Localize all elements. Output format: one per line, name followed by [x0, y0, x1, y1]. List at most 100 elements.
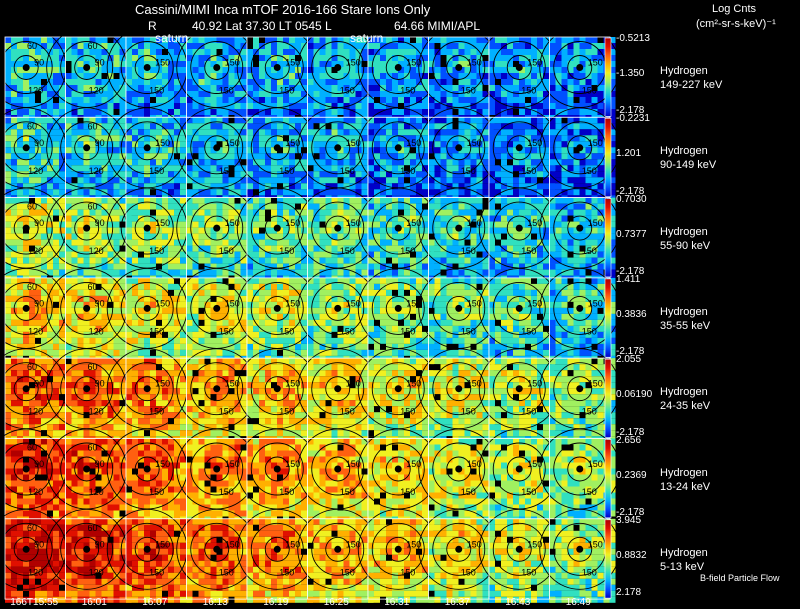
svg-text:150: 150	[346, 218, 361, 228]
cb-min: -2.178	[616, 185, 645, 197]
svg-text:150: 150	[527, 57, 542, 67]
svg-text:150: 150	[461, 85, 476, 95]
svg-text:60: 60	[27, 41, 37, 51]
svg-text:150: 150	[406, 218, 421, 228]
panel-r0-c0: 90 120 60	[0, 27, 71, 121]
svg-text:150: 150	[219, 166, 234, 176]
svg-text:150: 150	[340, 246, 355, 256]
cb-mid: 0.2369	[616, 469, 647, 481]
cb-mid: 0.3836	[616, 309, 647, 321]
svg-text:150: 150	[521, 166, 536, 176]
svg-text:150: 150	[225, 218, 240, 228]
species-label: Hydrogen	[660, 145, 708, 158]
svg-text:150: 150	[340, 166, 355, 176]
time-label: 16:25	[323, 597, 349, 608]
svg-text:150: 150	[149, 246, 164, 256]
panel-r2-c8: 150 150	[478, 187, 560, 282]
svg-text:120: 120	[28, 246, 43, 256]
units-title: Log Cnts	[712, 3, 757, 15]
colorbar-r4	[604, 358, 612, 438]
cb-max: 2.656	[616, 434, 642, 446]
panel-r1-c7: 150 150	[418, 107, 500, 202]
panel-r1-c8: 150 150	[478, 107, 560, 202]
energy-label: 35-55 keV	[660, 319, 711, 332]
cb-mid: -1.350	[616, 68, 645, 80]
chart-title: Cassini/MIMI Inca mTOF 2016-166 Stare Io…	[135, 2, 431, 17]
cb-min: -2.178	[616, 265, 645, 277]
svg-text:150: 150	[285, 218, 300, 228]
species-label: Hydrogen	[660, 466, 708, 479]
panel-r0-c7: 150 150	[418, 27, 500, 121]
svg-text:150: 150	[155, 138, 170, 148]
svg-text:90: 90	[34, 218, 44, 228]
panel-r1-c5: 150 150	[297, 107, 379, 202]
cb-max: -0.2231	[616, 113, 650, 125]
cb-min: -2.178	[616, 346, 645, 358]
species-label: Hydrogen	[660, 305, 708, 318]
svg-text:150: 150	[400, 166, 415, 176]
position-info: 40.92 Lat 37.30 LT 0545 L	[192, 19, 332, 33]
svg-text:60: 60	[27, 121, 37, 131]
time-label: 16:49	[565, 597, 591, 608]
cb-min: 2.178	[616, 587, 642, 599]
svg-text:90: 90	[34, 57, 44, 67]
svg-text:150: 150	[285, 57, 300, 67]
energy-label: 24-35 keV	[660, 400, 711, 413]
svg-text:120: 120	[89, 246, 104, 256]
svg-text:150: 150	[279, 85, 294, 95]
svg-text:150: 150	[149, 85, 164, 95]
cb-max: 2.055	[616, 354, 642, 366]
svg-text:150: 150	[527, 218, 542, 228]
svg-text:150: 150	[346, 138, 361, 148]
svg-text:60: 60	[88, 41, 98, 51]
svg-text:150: 150	[461, 166, 476, 176]
panel-r0-c8: 150 150	[478, 27, 560, 121]
svg-text:150: 150	[406, 138, 421, 148]
svg-text:60: 60	[88, 121, 98, 131]
panel-r0-c4: 150 150	[236, 27, 318, 121]
time-label: 16:07	[142, 597, 168, 608]
svg-text:150: 150	[225, 138, 240, 148]
cb-max: 0.7030	[616, 193, 647, 205]
svg-text:150: 150	[346, 57, 361, 67]
panel-r2-c9: 150 150	[539, 187, 621, 282]
svg-text:150: 150	[461, 246, 476, 256]
svg-text:150: 150	[285, 138, 300, 148]
svg-text:150: 150	[588, 138, 603, 148]
svg-text:150: 150	[279, 246, 294, 256]
time-label: 16:31	[384, 597, 410, 608]
panel-r2-c5: 150 150	[297, 187, 379, 282]
mission-label: 64.66 MIMI/APL	[394, 19, 481, 33]
energy-label: 90-149 keV	[660, 159, 717, 172]
cb-mid: 0.8832	[616, 549, 647, 561]
flow-label: B-field Particle Flow	[700, 573, 780, 583]
svg-text:150: 150	[400, 246, 415, 256]
svg-text:150: 150	[149, 166, 164, 176]
svg-text:120: 120	[89, 166, 104, 176]
time-label: 16:43	[505, 597, 531, 608]
panel-r2-c4: 150 150	[236, 187, 318, 282]
r-label: R	[148, 19, 157, 33]
species-label: Hydrogen	[660, 546, 708, 559]
colorbar-r1	[604, 118, 612, 197]
svg-text:150: 150	[400, 85, 415, 95]
svg-text:150: 150	[155, 218, 170, 228]
svg-text:120: 120	[89, 85, 104, 95]
panel-r1-c3: 150 150	[176, 107, 258, 202]
panel-r1-c4: 150 150	[236, 107, 318, 202]
svg-text:90: 90	[95, 57, 105, 67]
colorbar-r5	[604, 439, 612, 519]
